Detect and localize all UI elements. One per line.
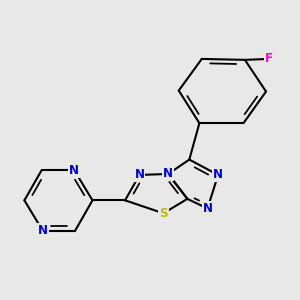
Text: S: S (159, 207, 168, 220)
Text: N: N (134, 168, 145, 182)
Text: N: N (38, 224, 48, 237)
Text: N: N (163, 167, 173, 181)
Text: F: F (265, 52, 273, 65)
Text: N: N (69, 164, 79, 177)
Text: N: N (202, 202, 212, 215)
Text: N: N (213, 168, 223, 182)
